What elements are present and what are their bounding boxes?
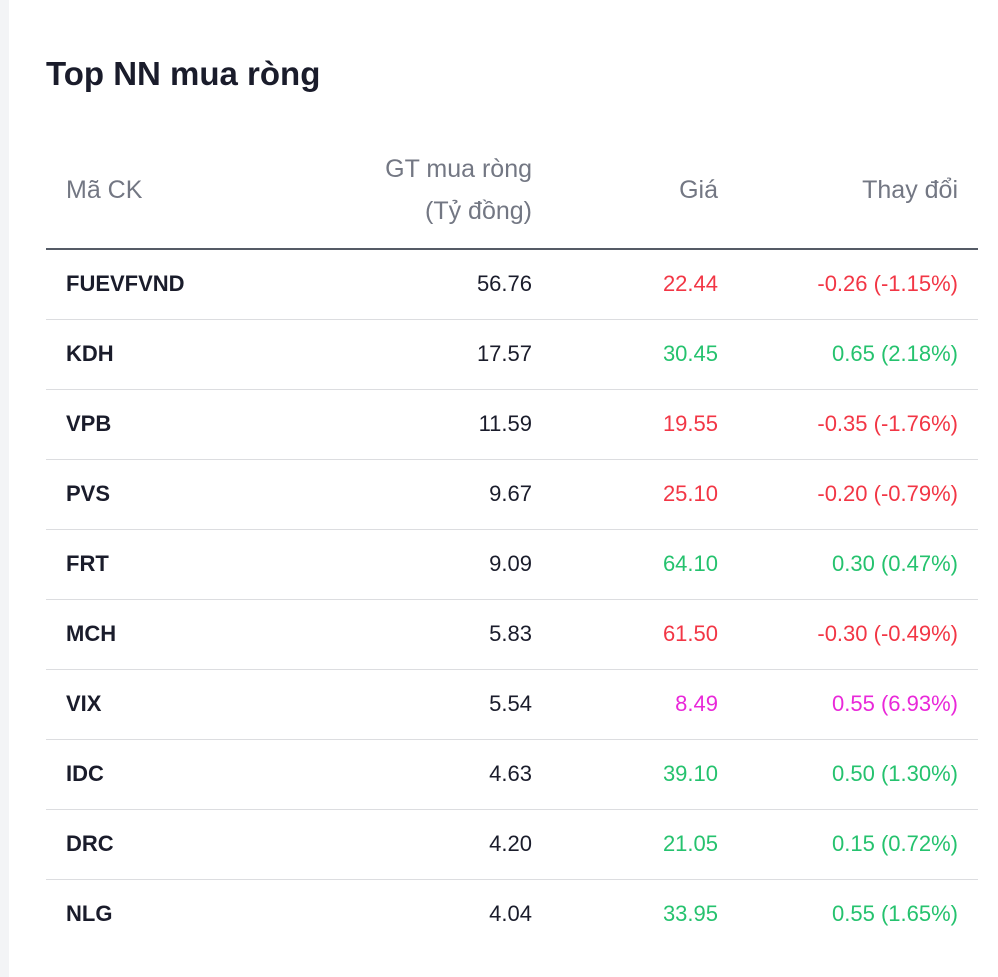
net-buy-value: 11.59 bbox=[231, 389, 552, 460]
price-value: 61.50 bbox=[552, 599, 738, 670]
price-change: 0.30 (0.47%) bbox=[738, 529, 978, 600]
net-buy-value: 9.67 bbox=[231, 459, 552, 530]
net-buy-value: 56.76 bbox=[231, 249, 552, 320]
table-row[interactable]: DRC 4.20 21.05 0.15 (0.72%) bbox=[46, 809, 978, 880]
table-header: Mã CK GT mua ròng (Tỷ đồng) Giá Thay đổi bbox=[46, 131, 978, 250]
left-gutter bbox=[0, 0, 9, 977]
table-row[interactable]: VPB 11.59 19.55 -0.35 (-1.76%) bbox=[46, 389, 978, 460]
price-value: 39.10 bbox=[552, 739, 738, 810]
price-value: 19.55 bbox=[552, 389, 738, 460]
price-change: 0.65 (2.18%) bbox=[738, 319, 978, 390]
table-body: FUEVFVND 56.76 22.44 -0.26 (-1.15%) KDH 17.57… bbox=[46, 249, 978, 949]
price-value: 22.44 bbox=[552, 249, 738, 320]
price-change: 0.50 (1.30%) bbox=[738, 739, 978, 810]
price-value: 64.10 bbox=[552, 529, 738, 600]
price-change: -0.35 (-1.76%) bbox=[738, 389, 978, 460]
header-change: Thay đổi bbox=[738, 131, 978, 250]
table-row[interactable]: VIX 5.54 8.49 0.55 (6.93%) bbox=[46, 669, 978, 740]
net-buy-value: 9.09 bbox=[231, 529, 552, 600]
price-value: 25.10 bbox=[552, 459, 738, 530]
net-buy-value: 4.63 bbox=[231, 739, 552, 810]
price-change: 0.55 (6.93%) bbox=[738, 669, 978, 740]
top-foreign-net-buy-card: Top NN mua ròng Mã CK GT mua ròng (Tỷ đồ… bbox=[9, 0, 998, 977]
stock-symbol[interactable]: VIX bbox=[46, 669, 231, 740]
header-row: Mã CK GT mua ròng (Tỷ đồng) Giá Thay đổi bbox=[46, 131, 978, 250]
table-row[interactable]: NLG 4.04 33.95 0.55 (1.65%) bbox=[46, 879, 978, 949]
stock-symbol[interactable]: KDH bbox=[46, 319, 231, 390]
stock-symbol[interactable]: IDC bbox=[46, 739, 231, 810]
price-value: 33.95 bbox=[662, 901, 718, 927]
net-buy-table: Mã CK GT mua ròng (Tỷ đồng) Giá Thay đổi… bbox=[46, 131, 978, 949]
stock-symbol[interactable]: DRC bbox=[46, 809, 231, 880]
price-change: -0.30 (-0.49%) bbox=[738, 599, 978, 670]
net-buy-value: 5.54 bbox=[231, 669, 552, 740]
stock-symbol[interactable]: PVS bbox=[46, 459, 231, 530]
header-symbol: Mã CK bbox=[46, 131, 231, 250]
header-net-value-line2: (Tỷ đồng) bbox=[425, 196, 532, 225]
net-buy-value: 17.57 bbox=[231, 319, 552, 390]
price-value: 21.05 bbox=[552, 809, 738, 880]
net-buy-value: 4.04 bbox=[489, 901, 532, 927]
header-price: Giá bbox=[552, 131, 738, 250]
table-row[interactable]: FRT 9.09 64.10 0.30 (0.47%) bbox=[46, 529, 978, 600]
stock-symbol[interactable]: MCH bbox=[46, 599, 231, 670]
table-row[interactable]: PVS 9.67 25.10 -0.20 (-0.79%) bbox=[46, 459, 978, 530]
stock-symbol[interactable]: FRT bbox=[46, 529, 231, 600]
table-row[interactable]: IDC 4.63 39.10 0.50 (1.30%) bbox=[46, 739, 978, 810]
price-value: 30.45 bbox=[552, 319, 738, 390]
card-title: Top NN mua ròng bbox=[46, 55, 321, 92]
table-row[interactable]: FUEVFVND 56.76 22.44 -0.26 (-1.15%) bbox=[46, 249, 978, 320]
price-change: -0.26 (-1.15%) bbox=[738, 249, 978, 320]
table-row[interactable]: MCH 5.83 61.50 -0.30 (-0.49%) bbox=[46, 599, 978, 670]
stock-symbol[interactable]: NLG bbox=[66, 901, 113, 927]
stock-symbol[interactable]: VPB bbox=[46, 389, 231, 460]
header-net-value: GT mua ròng (Tỷ đồng) bbox=[231, 131, 552, 250]
price-change: 0.55 (1.65%) bbox=[832, 901, 958, 927]
net-buy-value: 5.83 bbox=[231, 599, 552, 670]
price-value: 8.49 bbox=[552, 669, 738, 740]
stock-symbol[interactable]: FUEVFVND bbox=[46, 249, 231, 320]
table-row[interactable]: KDH 17.57 30.45 0.65 (2.18%) bbox=[46, 319, 978, 390]
price-change: 0.15 (0.72%) bbox=[738, 809, 978, 880]
net-buy-value: 4.20 bbox=[231, 809, 552, 880]
price-change: -0.20 (-0.79%) bbox=[738, 459, 978, 530]
header-net-value-line1: GT mua ròng bbox=[385, 154, 532, 183]
